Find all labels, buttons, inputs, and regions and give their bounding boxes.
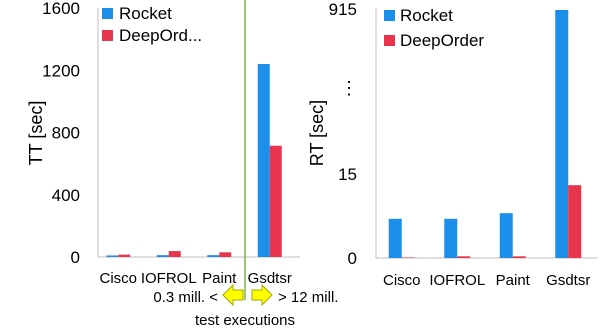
chart-rt-ylabel: RT [sec] xyxy=(307,100,327,166)
chart-tt-xtick: Paint xyxy=(202,270,237,287)
chart-rt-axis-break-icon: ⋮ xyxy=(340,78,358,98)
bar-deeporder xyxy=(512,256,526,258)
bar-rocket xyxy=(499,213,513,258)
chart-tt-xtick: Gsdtsr xyxy=(248,270,292,287)
chart-rt-xtick: Cisco xyxy=(383,272,421,289)
bar-deeporder xyxy=(168,251,181,257)
bar-rocket xyxy=(444,218,458,258)
annotation: 0.3 mill. < > 12 mill. test executions xyxy=(153,283,338,329)
arrow-left-icon xyxy=(222,283,244,307)
legend-label-rocket: Rocket xyxy=(119,4,172,23)
bar-deeporder xyxy=(401,257,415,258)
annotation-left-text: 0.3 mill. < xyxy=(153,289,218,306)
bar-rocket xyxy=(156,255,169,257)
legend-swatch-deeporder-rt xyxy=(384,35,395,46)
chart-tt: TT [sec] 0 400 800 1200 1600 Cisco IOFROL Pain… xyxy=(26,0,300,287)
chart-tt-xtick: Cisco xyxy=(99,270,137,287)
bar-rocket xyxy=(257,64,270,258)
chart-rt: RT [sec] 915 ⋮ 15 0 Cisco IOFROL Paint Gsdt… xyxy=(307,0,598,289)
chart-tt-ytick: 400 xyxy=(52,186,80,205)
legend-swatch-deeporder xyxy=(102,30,113,41)
annotation-right-text: > 12 mill. xyxy=(278,289,338,306)
arrow-right-icon xyxy=(251,283,273,307)
chart-tt-ylabel: TT [sec] xyxy=(26,101,46,166)
bar-deeporder xyxy=(219,252,232,257)
annotation-caption: test executions xyxy=(195,312,295,329)
legend-label-deeporder: DeepOrd... xyxy=(119,26,202,45)
bar-deeporder xyxy=(568,185,582,258)
bar-rocket xyxy=(555,10,569,258)
chart-rt-xtick: Paint xyxy=(496,272,531,289)
chart-rt-tick-top: 915 xyxy=(329,0,357,19)
chart-rt-xtick: IOFROL xyxy=(429,272,485,289)
legend-swatch-rocket-rt xyxy=(384,10,395,21)
chart-rt-xtick: Gsdtsr xyxy=(546,272,590,289)
chart-tt-ytick: 0 xyxy=(71,248,80,267)
bar-deeporder xyxy=(118,254,131,257)
chart-rt-tick-0: 0 xyxy=(348,249,357,268)
bar-rocket xyxy=(388,218,402,258)
legend-label-deeporder-rt: DeepOrder xyxy=(400,31,484,50)
chart-rt-tick-15: 15 xyxy=(338,165,357,184)
bar-rocket xyxy=(207,255,220,257)
legend-label-rocket-rt: Rocket xyxy=(400,6,453,25)
bar-rocket xyxy=(106,255,119,257)
legend-swatch-rocket xyxy=(102,8,113,19)
chart-tt-ytick: 1600 xyxy=(42,0,80,18)
chart-tt-ytick: 1200 xyxy=(42,61,80,80)
chart-tt-xtick: IOFROL xyxy=(141,270,197,287)
bar-deeporder xyxy=(269,145,282,257)
bar-deeporder xyxy=(457,256,471,258)
chart-tt-ytick: 800 xyxy=(52,124,80,143)
